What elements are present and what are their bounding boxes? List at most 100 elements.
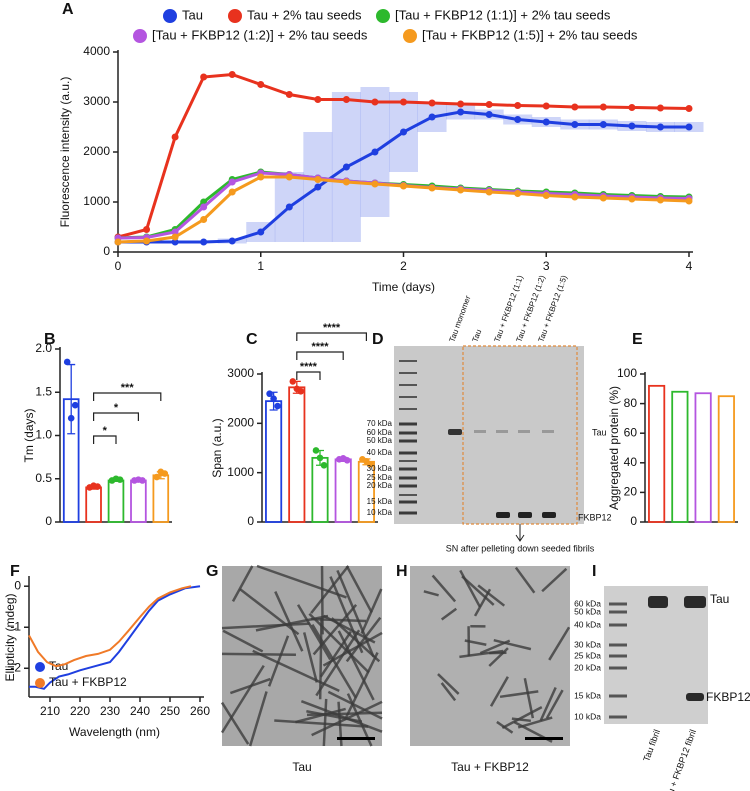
fibril <box>514 566 536 594</box>
point <box>485 188 493 196</box>
micrograph-label: Tau + FKBP12 <box>451 760 529 774</box>
panel-label: F <box>10 563 20 580</box>
point <box>228 178 236 186</box>
fibril <box>221 622 310 630</box>
fibril <box>437 673 460 695</box>
point <box>285 203 293 211</box>
fibril <box>539 686 557 722</box>
gel-band <box>686 693 704 701</box>
fibril <box>220 664 265 734</box>
ladder-band <box>609 666 627 670</box>
point <box>457 186 465 194</box>
point <box>371 148 379 156</box>
marker-label: 60 kDa <box>367 428 393 437</box>
fibril <box>336 569 375 658</box>
point <box>71 401 79 409</box>
point <box>285 173 293 181</box>
point <box>485 111 493 118</box>
point <box>400 128 407 136</box>
point <box>371 98 379 106</box>
error-bar <box>89 485 98 490</box>
y-tick-label: 40 <box>624 455 638 469</box>
panel-label: D <box>372 331 384 348</box>
y-tick-label: 0 <box>45 514 52 528</box>
point <box>257 228 265 236</box>
fibril <box>310 565 350 614</box>
ladder-band <box>399 467 417 471</box>
panel-label: A <box>62 1 74 18</box>
x-axis-label: Time (days) <box>372 280 435 294</box>
significance-label: **** <box>323 322 341 334</box>
y-tick-label: 0 <box>630 514 637 528</box>
ladder-band <box>609 610 627 614</box>
panel-label: I <box>592 563 596 580</box>
point <box>314 96 322 103</box>
fibril <box>274 591 304 652</box>
arrow <box>515 524 525 542</box>
legend-marker <box>163 9 177 23</box>
point <box>400 98 407 106</box>
point <box>599 194 607 202</box>
x-tick-label: 4 <box>686 259 693 273</box>
y-tick-label: 4000 <box>83 44 110 58</box>
point <box>200 216 208 223</box>
x-axis-label: Wavelength (nm) <box>69 725 160 739</box>
legend-label: Tau <box>182 7 203 22</box>
fibril <box>545 689 564 719</box>
y-tick-label: -2 <box>10 660 21 674</box>
legend-marker <box>403 29 417 43</box>
legend-label: [Tau + FKBP12 (1:1)] + 2% tau seeds <box>395 7 611 22</box>
marker-label: 30 kDa <box>574 639 601 649</box>
point <box>457 100 465 108</box>
point <box>542 192 550 199</box>
ladder-band <box>399 384 417 386</box>
fibril <box>459 569 482 608</box>
point <box>314 183 322 191</box>
y-tick-label: -1 <box>10 619 21 633</box>
x-tick-label: 240 <box>130 704 150 718</box>
ladder-band <box>609 694 627 698</box>
x-tick-label: 3 <box>543 259 550 273</box>
gel-highlight <box>462 345 578 525</box>
point <box>285 91 293 98</box>
marker-label: 40 kDa <box>367 448 393 457</box>
fibril <box>320 565 324 635</box>
x-tick-label: 1 <box>257 259 264 273</box>
fibril <box>360 588 383 634</box>
point <box>685 105 693 112</box>
ladder-band <box>399 439 417 443</box>
gel-note: SN after pelleting down seeded fibrils <box>446 543 595 553</box>
x-tick-label: 250 <box>160 704 180 718</box>
lane-label: Tau <box>470 328 483 343</box>
fibril <box>296 604 332 661</box>
x-tick-label: 260 <box>190 704 210 718</box>
y-axis-label: Aggregated protein (%) <box>607 386 621 510</box>
marker-label: 40 kDa <box>574 619 601 629</box>
fibril <box>337 630 375 701</box>
series-line <box>29 585 201 690</box>
point <box>371 180 379 188</box>
marker-label: 25 kDa <box>367 473 393 482</box>
fibril <box>423 590 439 597</box>
significance-bracket <box>93 412 139 421</box>
ladder-band <box>399 494 417 496</box>
x-tick-label: 230 <box>100 704 120 718</box>
point <box>342 96 350 103</box>
legend-marker <box>35 678 45 688</box>
ladder-band <box>609 643 627 647</box>
series-line <box>28 585 192 668</box>
error-bar <box>112 478 120 482</box>
bar <box>85 486 102 523</box>
point <box>514 102 522 109</box>
x-tick-label: 0 <box>115 259 122 273</box>
marker-label: 30 kDa <box>367 464 393 473</box>
point <box>514 190 522 197</box>
significance-bracket <box>296 351 344 360</box>
gel-band <box>648 596 668 608</box>
x-tick-label: 2 <box>400 259 407 273</box>
y-tick-label: 20 <box>624 485 638 499</box>
legend-marker <box>376 9 390 23</box>
fibril <box>493 638 532 651</box>
marker-label: 10 kDa <box>367 508 393 517</box>
